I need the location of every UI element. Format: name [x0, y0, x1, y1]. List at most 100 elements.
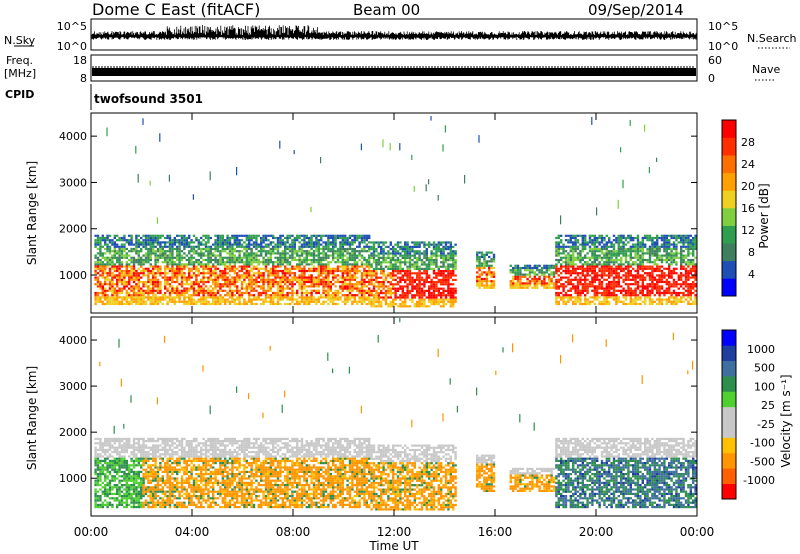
echo-cell: [216, 280, 220, 284]
echo-cell: [195, 274, 198, 277]
echo-cell: [416, 241, 419, 244]
echo-cell: [288, 236, 292, 240]
echo-cell: [584, 280, 587, 284]
echo-cell: [106, 300, 109, 303]
echo-cell: [365, 245, 368, 248]
echo-cell: [274, 294, 277, 297]
echo-cell: [245, 254, 248, 257]
freq-tick-bottom: 8: [80, 72, 87, 85]
echo-cell: [281, 291, 284, 295]
echo-cell: [442, 270, 445, 273]
echo-cell: [536, 280, 539, 283]
echo-cell: [668, 252, 671, 255]
echo-cell: [315, 291, 318, 295]
echo-cell: [634, 283, 637, 286]
echo-cell: [351, 278, 354, 281]
echo-cell: [334, 296, 337, 299]
echo-cell: [106, 294, 109, 297]
echo-cell: [94, 256, 97, 259]
echo-cell: [608, 291, 611, 295]
echo-cell: [291, 250, 294, 253]
echo-cell: [298, 254, 301, 257]
echo-cell: [281, 252, 284, 255]
echo-cell: [233, 254, 236, 257]
echo-cell: [634, 302, 637, 306]
echo-cell: [363, 289, 366, 292]
echo-cell: [353, 236, 356, 240]
echo-cell: [368, 236, 371, 240]
echo-cell: [411, 276, 414, 279]
echo-cell: [533, 282, 536, 285]
echo-cell: [94, 298, 97, 301]
echo-cell: [572, 241, 575, 244]
echo-cell: [437, 245, 440, 248]
echo-cell: [406, 243, 409, 246]
echo-cell: [248, 245, 251, 248]
echo-cell: [269, 283, 272, 286]
echo-cell: [382, 252, 385, 255]
echo-cell: [348, 294, 352, 297]
echo-cell: [408, 259, 412, 262]
echo-cell: [310, 283, 313, 286]
echo-cell: [159, 245, 162, 248]
echo-cell: [365, 263, 368, 266]
echo-cell: [528, 264, 532, 267]
echo-cell: [168, 234, 172, 237]
echo-cell: [440, 265, 443, 268]
echo-cell: [485, 277, 488, 281]
echo-cell: [632, 243, 635, 246]
echo-cell: [188, 267, 191, 270]
echo-cell: [639, 291, 642, 295]
echo-cell: [120, 287, 124, 290]
echo-cell: [372, 259, 376, 262]
echo-cell: [380, 250, 383, 253]
echo-cell: [603, 236, 606, 240]
echo-cell: [171, 267, 174, 270]
echo-cell: [248, 296, 251, 299]
echo-cell: [142, 263, 145, 266]
echo-cell: [492, 271, 496, 274]
echo-cell: [216, 243, 220, 246]
echo-cell: [334, 302, 337, 306]
echo-cell: [219, 269, 222, 273]
echo-cell: [149, 278, 152, 281]
echo-cell: [660, 285, 664, 288]
echo-cell: [596, 256, 599, 259]
echo-cell: [651, 236, 654, 240]
echo-cell: [248, 239, 251, 242]
echo-cell: [569, 283, 572, 286]
echo-cell: [375, 250, 378, 253]
echo-cell: [442, 300, 445, 303]
echo-cell: [341, 269, 344, 273]
echo-cell: [281, 254, 284, 257]
nsky-series: [91, 25, 698, 40]
echo-cell: [346, 285, 349, 288]
echo-cell: [384, 285, 388, 288]
echo-cell: [435, 272, 438, 275]
echo-cell: [135, 291, 138, 295]
echo-cell: [432, 283, 436, 286]
echo-cell: [329, 261, 332, 264]
echo-cell: [317, 239, 320, 242]
echo-cell: [200, 280, 203, 284]
echo-cell: [617, 285, 620, 288]
echo-cell: [588, 267, 592, 270]
echo-cell: [356, 234, 359, 237]
echo-cell: [156, 239, 160, 242]
echo-cell: [596, 254, 599, 257]
echo-cell: [156, 247, 160, 251]
echo-cell: [368, 250, 371, 253]
echo-cell: [96, 272, 100, 275]
echo-cell: [372, 270, 376, 273]
echo-cell: [370, 281, 373, 284]
echo-cell: [226, 265, 229, 268]
echo-cell: [646, 258, 649, 262]
echo-cell: [360, 300, 364, 303]
echo-cell: [632, 274, 635, 277]
echo-cell: [572, 278, 575, 281]
echo-cell: [291, 241, 294, 244]
echo-cell: [140, 265, 143, 268]
echo-cell: [310, 263, 313, 266]
echo-cell: [516, 284, 520, 287]
echo-cell: [252, 252, 256, 255]
